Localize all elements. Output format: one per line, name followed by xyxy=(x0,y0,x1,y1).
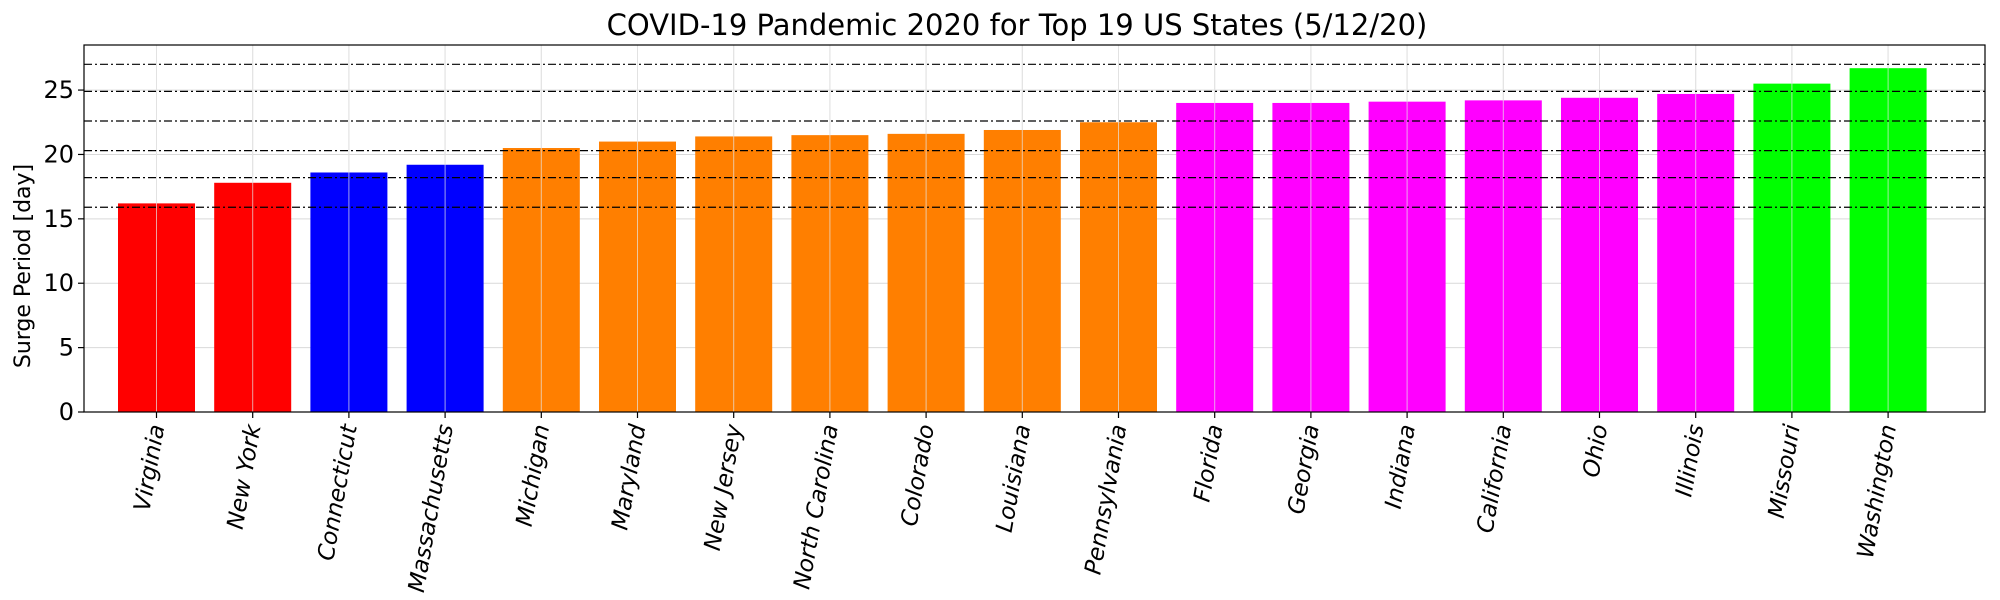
x-ticks: Virginia New York Connecticut Massachusetts… xyxy=(130,412,1902,594)
x-tick-label: Louisiana xyxy=(992,423,1037,535)
plot-frame xyxy=(83,44,1986,413)
x-tick-label: Florida xyxy=(1189,423,1228,505)
y-tick-label: 15 xyxy=(43,205,74,233)
x-tick-label: Georgia xyxy=(1283,423,1324,517)
y-tick-label: 0 xyxy=(59,398,74,426)
x-tick-label: Virginia xyxy=(130,423,171,514)
x-tick-label: New York xyxy=(223,421,267,531)
y-tick-label: 10 xyxy=(43,269,74,297)
x-tick-label: North Carolina xyxy=(789,423,844,592)
x-tick-label: Maryland xyxy=(607,422,651,532)
x-tick-label: Pennsylvania xyxy=(1080,423,1132,577)
x-tick-label: Connecticut xyxy=(313,422,363,563)
y-tick-label: 25 xyxy=(43,76,74,104)
x-tick-label: New Jersey xyxy=(700,422,748,553)
x-tick-label: Michigan xyxy=(512,423,556,529)
axes xyxy=(83,44,1986,413)
x-tick-label: Illinois xyxy=(1671,423,1709,499)
bars xyxy=(118,45,1927,413)
x-tick-label: California xyxy=(1473,423,1518,535)
y-axis-label: Surge Period [day] xyxy=(11,164,36,368)
x-tick-label: Missouri xyxy=(1764,422,1806,520)
chart-title: COVID-19 Pandemic 2020 for Top 19 US Sta… xyxy=(607,8,1428,42)
x-tick-label: Indiana xyxy=(1381,423,1421,511)
y-tick-label: 5 xyxy=(59,334,74,362)
y-ticks: 0 5 10 15 20 25 xyxy=(43,76,84,426)
x-tick-label: Massachusetts xyxy=(404,423,459,595)
x-tick-label: Washington xyxy=(1853,423,1902,561)
y-tick-label: 20 xyxy=(43,140,74,168)
x-tick-label: Colorado xyxy=(897,423,940,529)
reference-lines xyxy=(84,63,1985,208)
x-tick-label: Ohio xyxy=(1579,423,1614,480)
